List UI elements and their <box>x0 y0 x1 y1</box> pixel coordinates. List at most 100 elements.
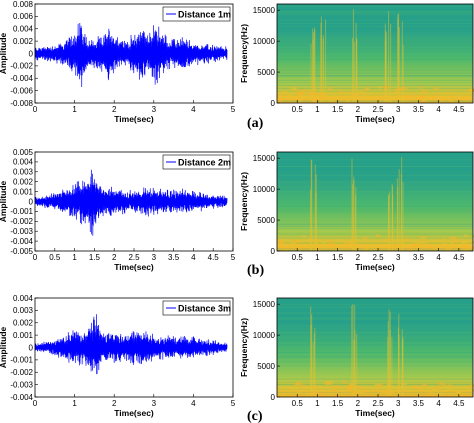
x-tick-label: 4 <box>436 253 441 262</box>
legend-box <box>162 6 231 22</box>
spectrogram-cell <box>320 92 326 96</box>
spectrogram-cell <box>342 381 347 384</box>
y-tick-label: 0.004 <box>13 25 34 34</box>
spectrogram-cell <box>294 383 301 386</box>
x-tick-label: 1 <box>315 105 320 114</box>
spectrogram-cell <box>449 236 457 240</box>
x-tick-label: 2.5 <box>128 253 140 262</box>
spectrogram-cell <box>426 245 431 248</box>
spectrogram-cell <box>283 248 289 252</box>
y-tick-label: -0.005 <box>10 247 33 256</box>
x-tick-label: 4 <box>436 399 441 408</box>
y-tick-label: -0.004 <box>10 74 33 83</box>
spectrogram-cell <box>401 382 407 386</box>
x-tick-label: 3 <box>152 253 157 262</box>
spectrogram-cell <box>326 380 334 384</box>
x-tick-label: 3 <box>396 253 401 262</box>
spectrogram-cell <box>430 246 438 250</box>
x-axis-label: Time(sec) <box>114 114 154 124</box>
spectrogram-cell <box>299 91 304 94</box>
spectrogram-cell <box>365 86 371 90</box>
spectrogram-cell <box>289 242 297 245</box>
spectrogram-cell <box>435 239 439 243</box>
x-axis-label: Time(sec) <box>355 114 395 124</box>
spectrogram-cell <box>367 246 375 249</box>
spectrogram-cell <box>469 384 474 387</box>
spectrogram-cell <box>362 92 367 96</box>
spectrogram-cell <box>328 99 336 103</box>
legend-entry: Distance 1m <box>178 10 231 20</box>
x-tick-label: 1 <box>72 105 77 114</box>
y-tick-label: 0.002 <box>13 37 34 46</box>
spectrogram-cell <box>452 240 459 244</box>
x-tick-label: 2.5 <box>372 105 384 114</box>
x-tick-label: 1 <box>72 399 77 408</box>
plot-frame <box>34 297 234 398</box>
x-tick-label: 3.5 <box>413 253 425 262</box>
spectrogram-cell <box>286 95 292 99</box>
spectrogram-cell <box>358 90 364 94</box>
x-tick-label: 1 <box>315 253 320 262</box>
spectrogram-cell <box>419 86 423 89</box>
spectrogram-plot: 0 5000 10000 15000 0.5 1 1.5 2 2.5 3 3.5 4 4.5 Freque… <box>239 3 474 124</box>
spectrogram-cell <box>295 239 303 243</box>
y-tick-label: 0.005 <box>13 148 34 157</box>
spectrogram-cell <box>279 91 286 95</box>
x-tick-label: 5 <box>231 105 236 114</box>
x-tick-label: 0 <box>33 105 38 114</box>
spectrogram-cell <box>291 97 297 101</box>
spectrogram-cell <box>439 98 446 102</box>
spectrogram-cell <box>418 386 424 390</box>
spectrogram-cell <box>321 241 326 245</box>
spectrogram-cell <box>382 390 389 393</box>
spectrogram-cell <box>412 385 419 388</box>
spectrogram-cell <box>308 386 312 389</box>
x-tick-label: 2.5 <box>372 253 384 262</box>
spectrogram-cell <box>277 94 282 97</box>
spectrogram-cell <box>345 96 353 99</box>
x-tick-label: 4.5 <box>453 399 465 408</box>
spectrogram-cell <box>463 248 470 251</box>
spectrogram-cell <box>377 86 384 89</box>
spectrogram-cell <box>428 390 433 393</box>
y-tick-label: 5000 <box>257 362 275 371</box>
panel-label-a: (a) <box>247 116 264 131</box>
spectrogram-cell <box>422 100 427 103</box>
y-tick-label: -0.008 <box>10 99 33 108</box>
x-tick-label: 2 <box>112 399 117 408</box>
spectrogram-cell <box>354 94 360 97</box>
spectrogram-background <box>277 298 473 397</box>
spectrogram-cell <box>349 91 353 95</box>
spectrogram-cell <box>298 99 303 102</box>
x-tick-label: 3 <box>152 105 157 114</box>
spectrogram-cell <box>462 244 467 247</box>
y-tick-label: 15000 <box>253 154 276 163</box>
x-axis-label: Time(sec) <box>355 408 395 418</box>
panel-label-b: (b) <box>247 263 264 278</box>
spectrogram-cell <box>356 386 363 389</box>
spectrogram-cell <box>312 391 318 395</box>
x-tick-label: 4 <box>436 105 441 114</box>
y-tick-label: 10000 <box>253 185 276 194</box>
spectrogram-cell <box>421 89 428 93</box>
spectrogram-cell <box>442 242 448 246</box>
y-tick-label: -0.006 <box>10 86 33 95</box>
spectrogram-cell <box>433 87 439 90</box>
x-tick-label: 3 <box>396 399 401 408</box>
x-tick-label: 2 <box>112 253 117 262</box>
y-tick-label: 0.008 <box>13 0 34 9</box>
waveform-series-line <box>34 314 228 375</box>
x-axis-label: Time(sec) <box>355 262 395 272</box>
spectrogram-cell <box>318 392 324 396</box>
y-tick-label: -0.002 <box>10 62 33 71</box>
spectrogram-cell <box>389 390 396 393</box>
spectrogram-cell <box>363 389 368 392</box>
spectrogram-cell <box>277 99 283 102</box>
x-tick-label: 0.5 <box>292 399 304 408</box>
spectrogram-cell <box>389 394 393 398</box>
spectrogram-cell <box>386 384 392 387</box>
spectrogram-cell <box>364 247 369 251</box>
spectrogram-cell <box>402 86 409 90</box>
x-tick-label: 5 <box>231 253 236 262</box>
y-tick-label: 0 <box>271 247 276 256</box>
